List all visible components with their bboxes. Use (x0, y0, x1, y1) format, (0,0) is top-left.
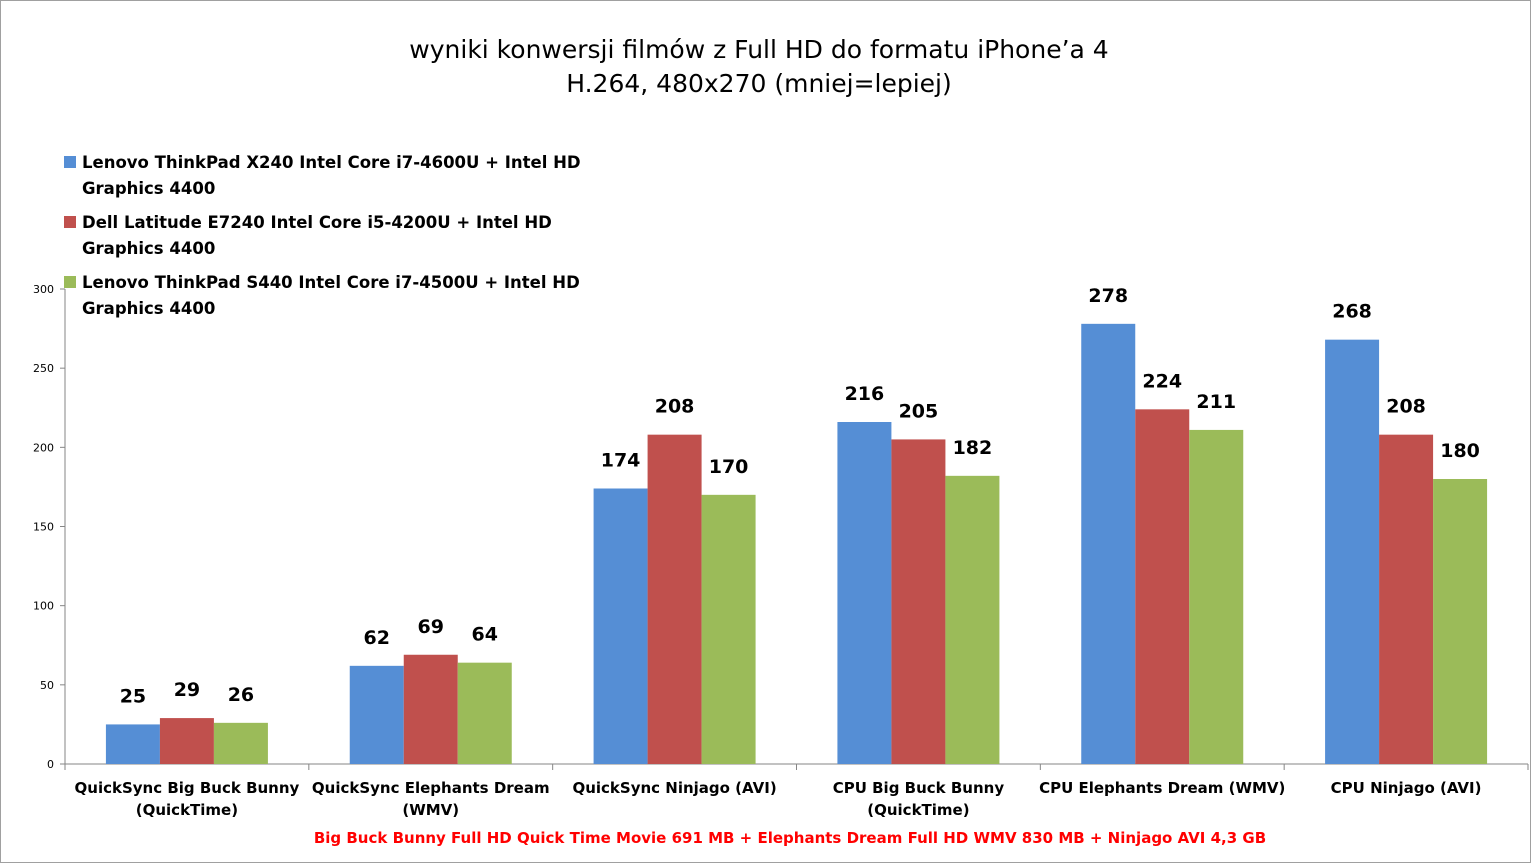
bar (457, 662, 512, 764)
bar (837, 422, 892, 764)
legend-swatch (64, 276, 76, 288)
legend-label: Graphics 4400 (82, 239, 215, 258)
y-tick-label: 50 (40, 679, 54, 692)
y-tick-label: 100 (33, 600, 54, 613)
category-label: QuickSync Ninjago (AVI) (572, 779, 776, 797)
category-label: QuickSync Big Buck Bunny (75, 779, 300, 797)
chart-title-line: wyniki konwersji filmów z Full HD do for… (409, 35, 1108, 64)
category-label: (WMV) (402, 801, 459, 819)
bar (1189, 429, 1244, 764)
bar (403, 654, 458, 764)
category-labels: QuickSync Big Buck Bunny (QuickTime) Quick… (75, 779, 1482, 819)
data-label: 208 (655, 396, 695, 418)
category-label: QuickSync Elephants Dream (312, 779, 550, 797)
y-tick-label: 200 (33, 441, 54, 454)
y-tick-label: 250 (33, 362, 54, 375)
y-tick-label: 300 (33, 283, 54, 296)
data-label: 25 (120, 685, 146, 707)
bar (1135, 409, 1190, 764)
data-label: 26 (228, 684, 254, 706)
data-label: 180 (1440, 440, 1480, 462)
bar (1081, 323, 1136, 764)
data-label: 205 (899, 400, 939, 422)
legend-label: Lenovo ThinkPad X240 Intel Core i7-4600U… (82, 153, 581, 172)
category-label: (QuickTime) (136, 801, 238, 819)
category-label: CPU Ninjago (AVI) (1331, 779, 1482, 797)
chart-axes: 0 50 100 150 200 250 300 (33, 283, 1529, 771)
footnote-text: Big Buck Bunny Full HD Quick Time Movie … (314, 829, 1266, 847)
bar (701, 494, 756, 764)
bar (1433, 479, 1488, 764)
bar (593, 488, 648, 764)
data-label: 211 (1196, 391, 1236, 413)
bar (647, 434, 702, 764)
chart-title-line: H.264, 480x270 (mniej=lepiej) (566, 69, 952, 98)
bar (349, 665, 404, 764)
legend-label: Lenovo ThinkPad S440 Intel Core i7-4500U… (82, 273, 580, 292)
data-label: 69 (418, 616, 444, 638)
category-label: CPU Big Buck Bunny (833, 779, 1005, 797)
chart-bars (105, 323, 1488, 764)
chart-legend: Lenovo ThinkPad X240 Intel Core i7-4600U… (64, 153, 581, 318)
bar (891, 439, 946, 764)
legend-label: Graphics 4400 (82, 299, 215, 318)
legend-swatch (64, 156, 76, 168)
data-label: 278 (1088, 285, 1128, 307)
data-label: 224 (1142, 370, 1182, 392)
data-label: 182 (953, 437, 993, 459)
data-label: 64 (472, 624, 498, 646)
bar (213, 722, 268, 764)
bar (159, 718, 214, 764)
data-label: 62 (364, 627, 390, 649)
data-label: 208 (1386, 396, 1426, 418)
category-label: (QuickTime) (867, 801, 969, 819)
data-label: 170 (709, 456, 749, 478)
legend-label: Graphics 4400 (82, 179, 215, 198)
data-label: 174 (601, 450, 641, 472)
legend-swatch (64, 216, 76, 228)
bar (1325, 339, 1380, 764)
bar (945, 475, 1000, 764)
bar (105, 724, 160, 764)
chart-title: wyniki konwersji filmów z Full HD do for… (409, 35, 1108, 98)
data-labels: 25 29 26 62 69 64 174 208 170 216 205 182 278 224 211 2… (120, 285, 1480, 708)
chart-footnote: Big Buck Bunny Full HD Quick Time Movie … (314, 829, 1266, 847)
data-label: 216 (845, 383, 885, 405)
data-label: 29 (174, 679, 200, 701)
data-label: 268 (1332, 301, 1372, 323)
bar (1379, 434, 1434, 764)
category-label: CPU Elephants Dream (WMV) (1039, 779, 1285, 797)
y-tick-label: 150 (33, 521, 54, 534)
legend-label: Dell Latitude E7240 Intel Core i5-4200U … (82, 213, 552, 232)
y-tick-label: 0 (47, 758, 54, 771)
